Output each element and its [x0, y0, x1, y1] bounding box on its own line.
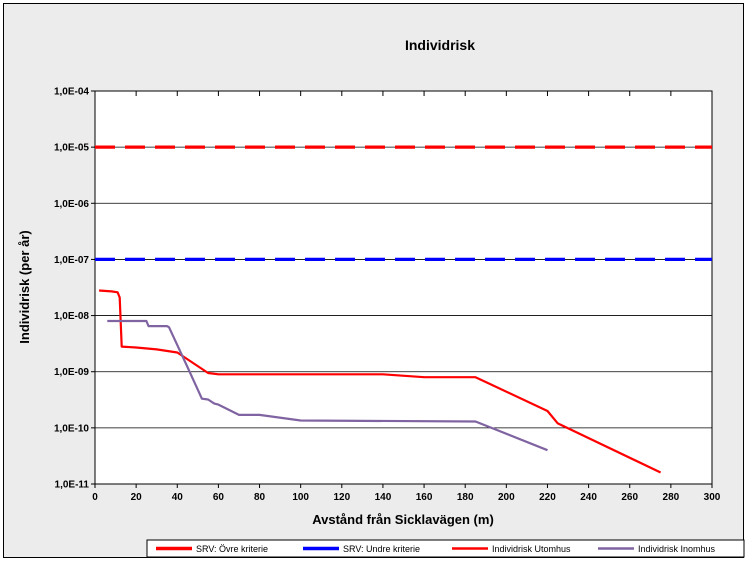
x-tick-label: 0 — [92, 492, 98, 503]
legend-label-3: Individrisk Utomhus — [492, 544, 571, 554]
y-axis-title: Individrisk (per år) — [17, 230, 32, 343]
x-tick-label: 260 — [621, 492, 638, 503]
y-tick-label: 1,0E-11 — [55, 480, 90, 491]
x-tick-label: 140 — [375, 492, 392, 503]
x-tick-label: 220 — [539, 492, 556, 503]
series-line-3 — [99, 289, 662, 474]
legend: SRV: Övre kriterie SRV: Undre kriterie Ind… — [146, 539, 745, 558]
tick-labels: 1,0E-11 1,0E-10 1,0E-09 1,0E-08 1,0E-07 1,0E-… — [54, 87, 721, 504]
y-tick-label: 1,0E-07 — [54, 255, 89, 266]
x-axis-title: Avstånd från Sicklavägen (m) — [312, 512, 494, 527]
x-tick-label: 100 — [292, 492, 309, 503]
x-tick-label: 80 — [254, 492, 266, 503]
x-tick-label: 300 — [704, 492, 721, 503]
y-tick-label: 1,0E-04 — [54, 87, 89, 98]
y-tick-label: 1,0E-08 — [54, 311, 89, 322]
x-tick-label: 160 — [416, 492, 433, 503]
plot-area — [94, 90, 713, 485]
series-line-4 — [107, 319, 548, 452]
x-tick-label: 120 — [333, 492, 350, 503]
legend-box — [146, 539, 745, 558]
series-layer — [95, 145, 712, 474]
legend-label-2: SRV: Undre kriterie — [343, 544, 420, 554]
x-tick-label: 40 — [172, 492, 184, 503]
y-tick-label: 1,0E-05 — [54, 143, 89, 154]
x-tick-label: 20 — [131, 492, 143, 503]
x-tick-label: 240 — [580, 492, 597, 503]
x-tick-label: 60 — [213, 492, 225, 503]
x-tick-label: 280 — [663, 492, 680, 503]
x-tick-label: 200 — [498, 492, 515, 503]
y-tick-label: 1,0E-10 — [54, 423, 89, 434]
axis-ticks — [91, 90, 713, 488]
y-tick-label: 1,0E-06 — [54, 199, 89, 210]
chart-title: Individrisk — [405, 37, 475, 53]
legend-label-4: Individrisk Inomhus — [638, 544, 716, 554]
legend-label-1: SRV: Övre kriterie — [196, 544, 268, 554]
y-tick-label: 1,0E-09 — [54, 367, 89, 378]
x-tick-label: 180 — [457, 492, 474, 503]
